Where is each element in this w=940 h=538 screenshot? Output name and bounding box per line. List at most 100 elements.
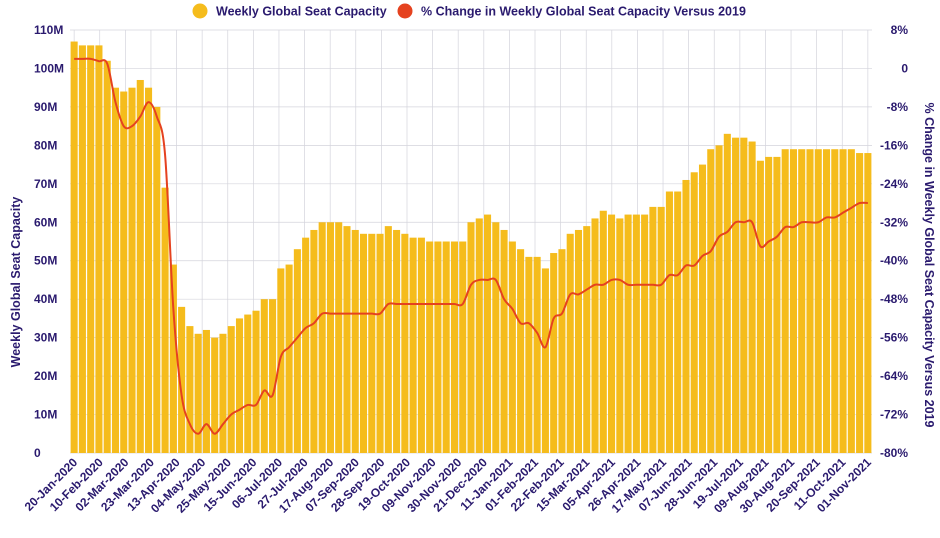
bar[interactable] [608,214,616,453]
bar[interactable] [169,264,177,453]
bar[interactable] [70,41,78,453]
bar[interactable] [302,237,310,453]
bar[interactable] [202,329,210,453]
bar[interactable] [665,191,673,453]
bar[interactable] [103,60,111,453]
bar[interactable] [814,149,822,453]
bar[interactable] [120,91,128,453]
bar[interactable] [550,253,558,453]
bar[interactable] [533,256,541,453]
bar[interactable] [492,222,500,453]
bar[interactable] [748,141,756,453]
bar[interactable] [409,237,417,453]
bar[interactable] [566,233,574,453]
bar[interactable] [508,241,516,454]
bar[interactable] [806,149,814,453]
bar[interactable] [624,214,632,453]
bar[interactable] [145,87,153,454]
bar[interactable] [723,133,731,453]
bar[interactable] [211,337,219,453]
bar[interactable] [475,218,483,453]
bar[interactable] [740,137,748,454]
bar[interactable] [351,229,359,453]
bar[interactable] [484,214,492,453]
bar[interactable] [393,229,401,453]
bar[interactable] [690,172,698,453]
bar[interactable] [235,318,244,453]
bar[interactable] [178,306,186,453]
bar[interactable] [649,206,657,453]
bar[interactable] [682,179,690,453]
bar[interactable] [128,87,136,454]
bar[interactable] [343,226,351,453]
bar[interactable] [326,222,334,453]
bar[interactable] [359,233,368,453]
bar[interactable] [459,241,467,454]
bar[interactable] [368,233,376,453]
legend-item-bars[interactable]: Weekly Global Seat Capacity [192,3,387,19]
bar[interactable] [384,226,392,453]
bar[interactable] [87,45,95,453]
bar[interactable] [583,226,591,453]
bar[interactable] [335,222,343,453]
bar[interactable] [847,149,855,453]
bar[interactable] [599,210,607,453]
bar[interactable] [426,241,434,454]
bar[interactable] [558,249,566,453]
bar[interactable] [401,233,409,453]
bar[interactable] [839,149,847,453]
legend-item-line[interactable]: % Change in Weekly Global Seat Capacity … [397,3,746,19]
bar[interactable] [574,229,583,453]
bar[interactable] [798,149,806,453]
bar[interactable] [822,149,831,453]
bar[interactable] [517,249,525,453]
bar[interactable] [417,237,425,453]
bar[interactable] [525,256,533,453]
bar[interactable] [318,222,326,453]
bar[interactable] [831,149,839,453]
bar[interactable] [136,79,144,454]
bar[interactable] [707,149,715,453]
bar[interactable] [715,145,723,454]
bar[interactable] [111,87,120,454]
bar[interactable] [260,299,268,453]
bar[interactable] [698,164,707,453]
bar[interactable] [864,153,872,454]
bar[interactable] [244,314,252,453]
bar[interactable] [467,222,475,453]
bar[interactable] [856,153,864,454]
bar[interactable] [674,191,682,453]
bar[interactable] [186,326,194,453]
bar[interactable] [541,268,549,453]
bar[interactable] [641,214,649,453]
bar[interactable] [153,106,161,453]
bar[interactable] [765,156,773,453]
bar[interactable] [756,160,764,453]
bar[interactable] [269,299,277,453]
bar[interactable] [442,241,450,454]
bar[interactable] [450,241,458,454]
bar[interactable] [434,241,442,454]
bar[interactable] [657,206,665,453]
bar[interactable] [161,187,169,453]
bar[interactable] [285,264,293,453]
bar[interactable] [732,137,740,454]
bar[interactable] [616,218,624,453]
pct-change-line[interactable] [74,57,868,435]
bar[interactable] [293,249,301,453]
bar[interactable] [194,333,202,453]
bar[interactable] [773,156,781,453]
bar[interactable] [789,149,797,453]
bar[interactable] [277,268,285,453]
bar[interactable] [781,149,789,453]
bar[interactable] [500,229,508,453]
bar[interactable] [632,214,640,453]
bar[interactable] [591,218,599,453]
bar[interactable] [252,310,260,453]
bar[interactable] [78,45,86,453]
bar[interactable] [376,233,384,453]
bar[interactable] [310,229,318,453]
bar[interactable] [219,333,227,453]
bar[interactable] [227,326,235,453]
bar[interactable] [95,45,103,453]
